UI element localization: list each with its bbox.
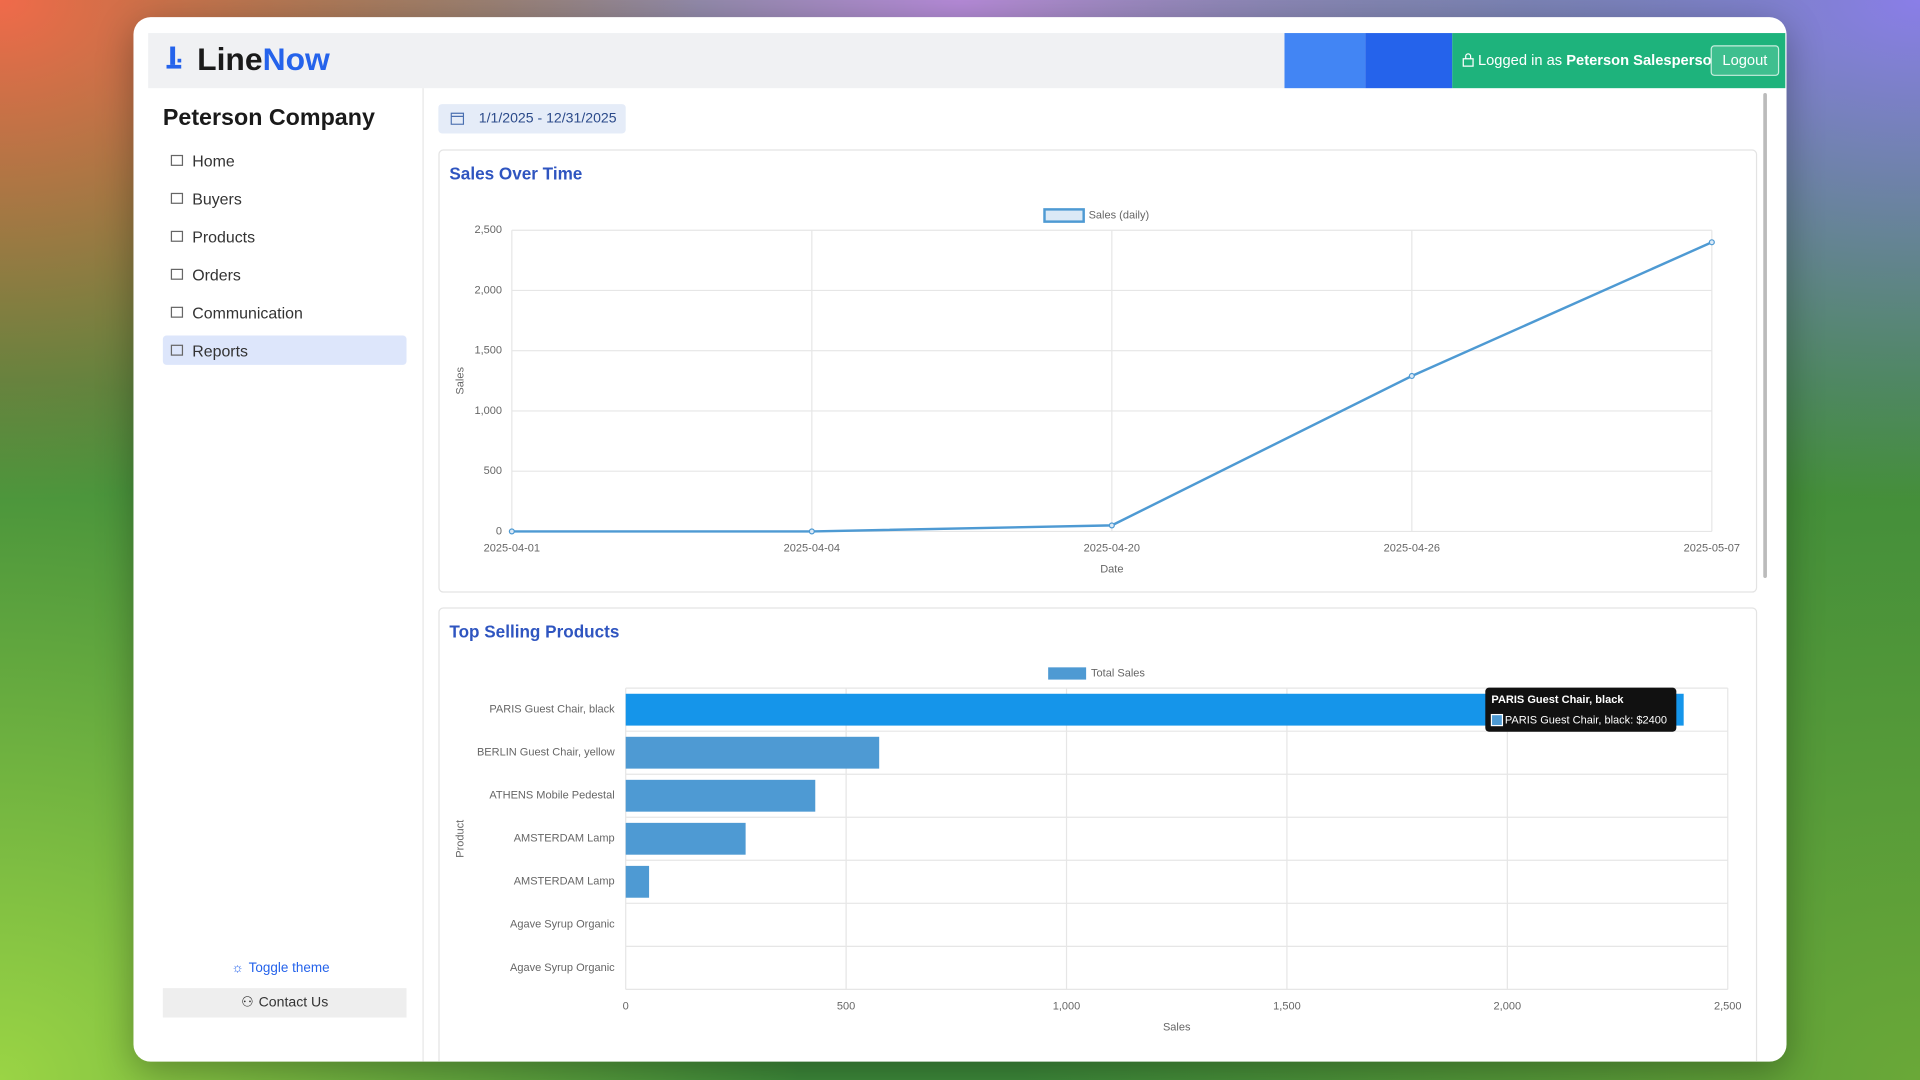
card [438,149,1758,593]
tooltip-label: PARIS Guest Chair, black: $2400 [1505,715,1667,727]
y-tick-label: 500 [484,465,502,477]
point [808,528,815,535]
x-tick-label: 2025-04-01 [484,542,540,554]
nav-label: Home [192,151,235,171]
x-tick-label: 2025-04-26 [1384,542,1440,554]
tooltip [1485,687,1677,732]
nav-item[interactable]: Reports [162,335,407,365]
nav-item[interactable]: Home [163,146,407,175]
point [1108,522,1115,529]
nav-label: Orders [192,265,241,285]
scrollbar[interactable] [1763,93,1767,578]
x-axis-label: Date [1100,563,1123,575]
y-tick-label: PARIS Guest Chair, black [489,704,615,716]
y-tick-label: Agave Syrup Organic [510,919,615,931]
y-tick-label: AMSTERDAM Lamp [514,876,615,888]
bar [625,779,816,812]
card [438,607,1758,1062]
legend-label: Total Sales [1091,667,1145,679]
x-tick-label: 2025-05-07 [1684,542,1740,554]
tooltip-title: PARIS Guest Chair, black [1491,694,1624,706]
header-block [1284,33,1366,89]
chart-title: Sales Over Time [449,164,582,184]
nav-item[interactable]: Communication [163,298,407,327]
y-tick-label: 1,000 [474,405,502,417]
y-tick-label: BERLIN Guest Chair, yellow [477,747,615,759]
y-tick-label: 2,500 [474,224,502,236]
nav-icon [170,192,184,204]
y-tick-label: AMSTERDAM Lamp [514,833,615,845]
nav-icon [170,344,184,356]
header-block [1365,33,1453,89]
logout-button[interactable]: Logout [1710,45,1780,76]
point [1708,239,1715,246]
contact-button[interactable]: ⚇ Contact Us [162,988,407,1018]
x-tick-label: 2,500 [1714,1000,1742,1012]
x-tick-label: 2025-04-04 [784,542,840,554]
bar [625,865,650,898]
y-tick-label: 2,000 [474,284,502,296]
x-tick-label: 2,000 [1494,1000,1522,1012]
calendar-icon [450,112,465,125]
tooltip-swatch [1490,713,1504,727]
bar [625,822,746,855]
user-name: Peterson Salesperson [1566,51,1721,69]
date-range[interactable]: 1/1/2025 - 12/31/2025 [438,104,626,134]
y-tick-label: Agave Syrup Organic [510,962,615,974]
nav-label: Communication [192,303,303,323]
x-tick-label: 2025-04-20 [1084,542,1140,554]
legend-swatch [1048,667,1087,680]
contact-label: Contact Us [258,995,329,1011]
logo[interactable]: LineNow [197,40,330,78]
nav-item[interactable]: Orders [163,260,407,289]
login-box: Logged in as Peterson Salesperson Logout [1452,33,1786,89]
date-text: 1/1/2025 - 12/31/2025 [478,111,617,127]
y-axis-label: Sales [454,367,466,395]
nav-item[interactable]: Products [163,222,407,251]
nav-label: Buyers [192,189,242,209]
nav-icon [170,154,184,166]
nav-label: Reports [192,341,248,360]
nav-icon [170,268,184,280]
nav-label: Products [192,227,256,247]
chart-title: Top Selling Products [449,622,619,642]
x-tick-label: 1,000 [1053,1000,1081,1012]
legend-swatch [1043,208,1085,223]
logo-icon [166,46,182,69]
sidebar: Peterson Company Home Buyers Products Order… [148,88,424,1062]
nav-icon [170,306,184,318]
logo-text: Now [262,40,330,78]
legend-label: Sales (daily) [1089,209,1150,221]
login-label: Logged in as [1477,51,1563,69]
nav-item[interactable]: Buyers [163,184,407,213]
y-tick-label: 0 [496,525,502,537]
top-bar: LineNow Logged in as Peterson Salesperso… [148,33,1786,89]
y-tick-label: 1,500 [474,345,502,357]
app-window: LineNow Logged in as Peterson Salesperso… [133,17,1787,1062]
x-tick-label: 500 [837,1000,855,1012]
x-axis-label: Sales [1163,1021,1191,1033]
bar [625,736,880,769]
y-axis-label: Product [454,820,466,858]
point [508,528,515,535]
toggle-label: Toggle theme [248,961,330,976]
logo-text: Line [197,40,263,78]
company-name: Peterson Company [162,105,375,132]
toggle-theme[interactable]: ☼ Toggle theme [231,961,330,976]
point [1408,372,1415,380]
y-tick-label: ATHENS Mobile Pedestal [489,790,614,802]
x-tick-label: 0 [623,1000,629,1012]
x-tick-label: 1,500 [1273,1000,1301,1012]
nav-icon [170,230,184,242]
lock-icon [1462,53,1474,67]
